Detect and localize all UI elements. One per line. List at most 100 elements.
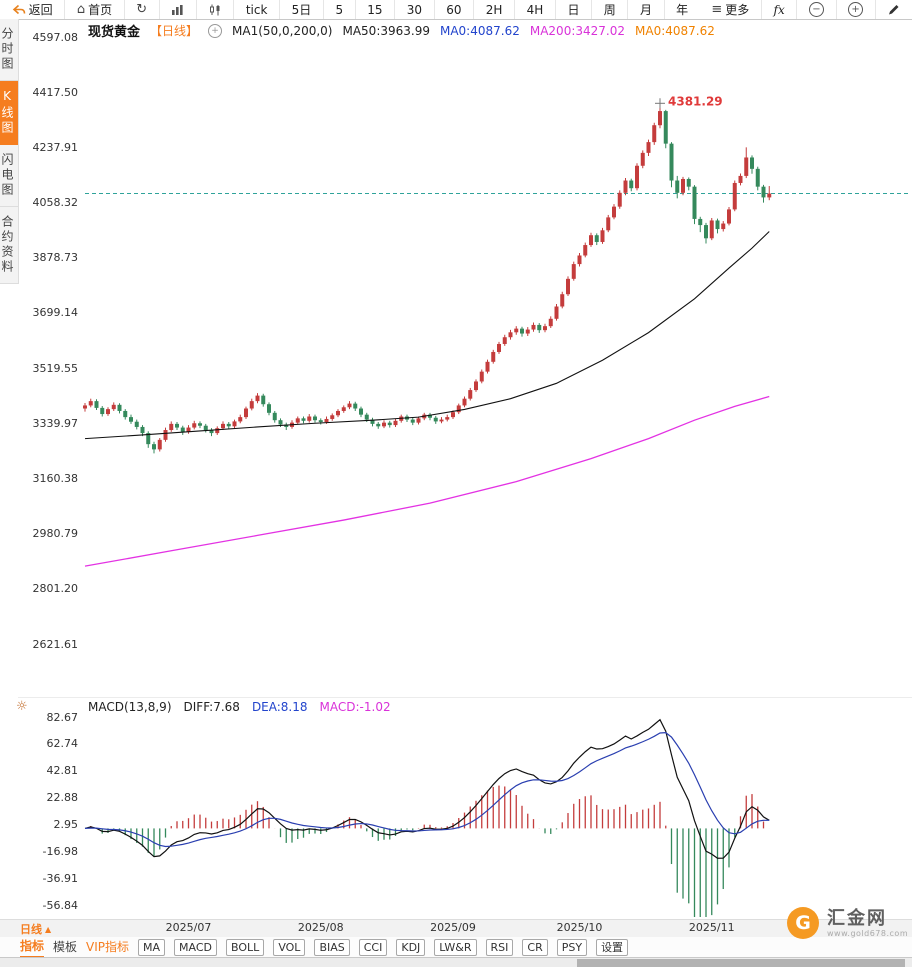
macd-axis-label: 82.67 <box>46 710 79 724</box>
indicator-chip[interactable]: RSI <box>485 938 514 956</box>
candle-chart-button[interactable] <box>197 0 235 19</box>
ma50-value: MA50:3963.99 <box>342 23 430 38</box>
menu-icon: ≡ <box>711 2 723 17</box>
draw-button[interactable] <box>876 0 912 19</box>
interval-label: 2H <box>485 2 503 17</box>
back-label: 返回 <box>28 3 53 17</box>
tab-indicators[interactable]: 指标 <box>20 936 45 958</box>
sidebar-tab[interactable]: 合约资料 <box>0 207 18 284</box>
tab-vip-indicators[interactable]: VIP指标 <box>86 940 130 954</box>
tick-label: tick <box>245 2 268 17</box>
x-axis-label: 2025/08 <box>297 921 344 934</box>
symbol-name: 现货黄金 <box>88 25 141 40</box>
interval-label: 30 <box>406 2 423 17</box>
svg-text:G: G <box>795 912 811 934</box>
x-axis-label: 2025/07 <box>165 921 212 934</box>
indicator-chip[interactable]: MA <box>138 938 166 956</box>
diff-line <box>84 718 770 859</box>
macd-axis-label: -16.98 <box>42 844 78 858</box>
five-day-button[interactable]: 5日 <box>280 0 324 19</box>
toolbar: 返回 ⌂ 首页 ↻ tick 5日 5 15 30 60 2H 4H 日 周 月 年 ≡ 更多 f… <box>0 0 912 20</box>
indicator-chip[interactable]: MACD <box>174 938 218 956</box>
interval-label: 5 <box>335 2 344 17</box>
tab-templates[interactable]: 模板 <box>53 940 78 954</box>
macd-axis-label: 22.88 <box>46 791 79 805</box>
interval-button[interactable]: 年 <box>665 0 700 19</box>
price-axis-label: 3160.38 <box>32 471 79 485</box>
zoom-in-button[interactable]: + <box>837 0 876 19</box>
candles-layer <box>83 103 772 454</box>
price-axis-label: 4417.50 <box>32 85 79 99</box>
indicator-chip[interactable]: BIAS <box>314 938 350 956</box>
interval-label: 年 <box>676 3 689 17</box>
macd-axis-label: -36.91 <box>42 871 78 885</box>
interval-button[interactable]: 周 <box>592 0 629 19</box>
tick-button[interactable]: tick <box>234 0 281 19</box>
interval-button[interactable]: 60 <box>435 0 475 19</box>
home-icon: ⌂ <box>76 2 86 17</box>
price-chart-header: 现货黄金 【日线】 + MA1(50,0,200,0) MA50:3963.99… <box>88 21 715 40</box>
five-day-label: 5日 <box>291 3 312 17</box>
interval-button[interactable]: 4H <box>515 0 556 19</box>
indicator-chip[interactable]: KDJ <box>396 938 426 956</box>
interval-button[interactable]: 30 <box>395 0 435 19</box>
price-axis-label: 4237.91 <box>32 140 79 154</box>
indicator-chip[interactable]: LW&R <box>434 938 477 956</box>
macd-histogram <box>90 785 770 917</box>
macd-hist-value: MACD:-1.02 <box>319 700 391 714</box>
period-selector[interactable]: 日线 ▲ <box>20 921 51 937</box>
ma0-value-orange: MA0:4087.62 <box>635 23 715 38</box>
interval-button[interactable]: 月 <box>628 0 665 19</box>
indicator-chip[interactable]: BOLL <box>226 938 265 956</box>
add-overlay-icon[interactable]: + <box>208 23 223 38</box>
home-label: 首页 <box>88 3 113 17</box>
bar-chart-icon <box>172 4 184 15</box>
refresh-icon: ↻ <box>136 2 148 17</box>
more-button[interactable]: ≡ 更多 <box>700 0 762 19</box>
macd-title: MACD(13,8,9) <box>88 700 172 714</box>
interval-label: 15 <box>367 2 383 17</box>
interval-button[interactable]: 日 <box>556 0 593 19</box>
indicator-chip[interactable]: 设置 <box>596 938 629 956</box>
price-axis-label: 3519.55 <box>32 361 79 375</box>
interval-label: 日 <box>567 3 580 17</box>
interval-button[interactable]: 2H <box>474 0 516 19</box>
zoom-in-icon: + <box>848 2 864 17</box>
x-axis-label: 2025/11 <box>688 921 735 934</box>
interval-label: 60 <box>446 2 462 17</box>
fx-button[interactable]: fx <box>762 0 798 19</box>
interval-label: 月 <box>639 3 652 17</box>
indicator-chip[interactable]: VOL <box>273 938 306 956</box>
price-axis-label: 4058.32 <box>32 196 79 210</box>
line-chart-button[interactable] <box>160 0 198 19</box>
period-badge: 【日线】 <box>150 24 199 38</box>
panel-divider <box>18 697 912 698</box>
zoom-out-button[interactable]: − <box>797 0 837 19</box>
horizontal-scrollbar[interactable] <box>0 957 912 967</box>
interval-button[interactable]: 5 <box>324 0 356 19</box>
macd-axis-label: -56.84 <box>42 898 78 912</box>
scrollbar-thumb[interactable] <box>577 959 905 967</box>
indicator-settings-icon[interactable]: ☼ <box>16 699 28 714</box>
sidebar-tab[interactable]: 分时图 <box>0 19 18 81</box>
refresh-button[interactable]: ↻ <box>125 0 160 19</box>
price-axis-label: 2801.20 <box>32 582 79 596</box>
back-button[interactable]: 返回 <box>0 0 66 19</box>
logo-url: www.gold678.com <box>827 928 909 938</box>
macd-diff-value: DIFF:7.68 <box>183 700 240 714</box>
interval-button[interactable]: 15 <box>356 0 396 19</box>
indicator-chip[interactable]: CCI <box>358 938 388 956</box>
home-button[interactable]: ⌂ 首页 <box>65 0 125 19</box>
dea-line <box>84 732 770 848</box>
sidebar-tab[interactable]: 闪电图 <box>0 145 18 207</box>
sidebar-tab[interactable]: K线图 <box>0 81 18 145</box>
indicator-chip[interactable]: PSY <box>556 938 588 956</box>
sidebar: 分时图 K线图 闪电图 合约资料 <box>0 19 19 284</box>
fx-label: fx <box>773 2 785 17</box>
indicator-chip[interactable]: CR <box>522 938 548 956</box>
interval-label: 周 <box>603 3 616 17</box>
price-axis-label: 2621.61 <box>32 637 79 651</box>
price-axis-label: 4597.08 <box>32 30 79 44</box>
logo-icon: G <box>787 907 819 939</box>
